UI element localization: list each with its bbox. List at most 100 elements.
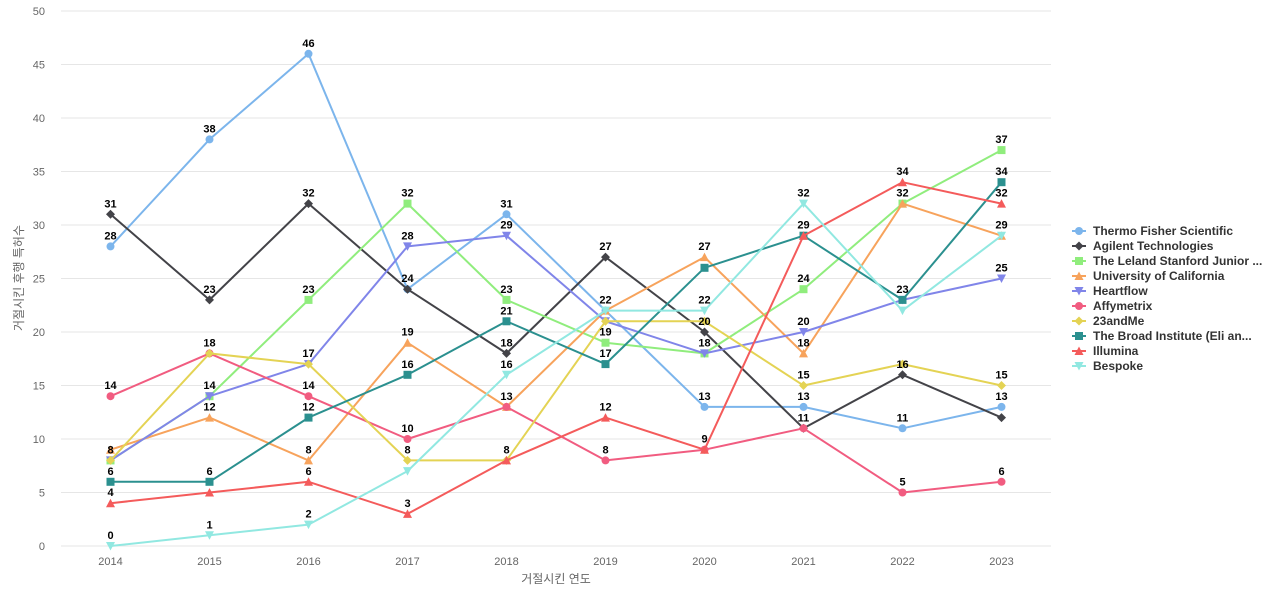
series-line-university-of-california[interactable] — [110, 202, 1002, 462]
data-point-university-of-california[interactable] — [106, 445, 115, 454]
data-point-the-broad-institute-eli-an[interactable] — [997, 178, 1006, 187]
data-point-the-broad-institute-eli-an[interactable] — [700, 263, 709, 272]
data-point-heartflow[interactable] — [700, 349, 709, 358]
data-point-affymetrix[interactable] — [403, 435, 412, 443]
data-point-bespoke[interactable] — [502, 370, 511, 380]
data-point-agilent-technologies[interactable] — [403, 284, 412, 294]
series-line-agilent-technologies[interactable] — [109, 202, 1002, 430]
data-point-illumina[interactable] — [502, 455, 511, 465]
data-point-bespoke[interactable] — [403, 467, 412, 476]
legend-item-bespoke[interactable]: Bespoke — [1072, 359, 1143, 373]
data-point-illumina[interactable] — [997, 199, 1006, 208]
data-point-affymetrix[interactable] — [898, 488, 907, 497]
data-point-bespoke[interactable] — [898, 306, 907, 316]
series-line-illumina[interactable] — [110, 181, 1002, 515]
data-point-heartflow[interactable] — [403, 242, 412, 251]
data-point-agilent-technologies[interactable] — [304, 199, 313, 209]
series-line-affymetrix[interactable] — [110, 352, 1002, 494]
data-point-thermo-fisher-scientific[interactable] — [799, 402, 808, 411]
data-point-bespoke[interactable] — [700, 306, 709, 316]
data-point-the-leland-stanford-junior[interactable] — [601, 338, 610, 347]
data-point-affymetrix[interactable] — [502, 402, 511, 411]
data-point-bespoke[interactable] — [106, 542, 115, 551]
legend-item-affymetrix[interactable]: Affymetrix — [1072, 299, 1153, 313]
data-point-heartflow[interactable] — [502, 231, 511, 241]
series-line-the-leland-stanford-junior[interactable] — [109, 149, 1002, 462]
data-point-23andme[interactable] — [106, 455, 115, 465]
data-point-agilent-technologies[interactable] — [700, 327, 709, 337]
data-point-illumina[interactable] — [403, 509, 412, 518]
legend-item-the-broad-institute-eli-an[interactable]: The Broad Institute (Eli an... — [1072, 329, 1252, 343]
data-point-agilent-technologies[interactable] — [502, 348, 511, 358]
data-point-agilent-technologies[interactable] — [997, 413, 1006, 423]
data-point-the-broad-institute-eli-an[interactable] — [106, 477, 115, 486]
data-point-bespoke[interactable] — [601, 306, 610, 316]
data-point-23andme[interactable] — [205, 348, 214, 358]
data-point-affymetrix[interactable] — [106, 392, 115, 401]
data-point-illumina[interactable] — [304, 477, 313, 486]
data-point-thermo-fisher-scientific[interactable] — [205, 135, 214, 144]
data-point-illumina[interactable] — [898, 177, 907, 187]
legend-item-illumina[interactable]: Illumina — [1072, 344, 1139, 358]
data-point-affymetrix[interactable] — [601, 456, 610, 465]
data-point-the-leland-stanford-junior[interactable] — [502, 295, 511, 304]
data-point-affymetrix[interactable] — [304, 392, 313, 401]
data-point-illumina[interactable] — [106, 498, 115, 508]
data-point-23andme[interactable] — [304, 359, 313, 369]
data-point-agilent-technologies[interactable] — [205, 295, 214, 305]
data-point-the-leland-stanford-junior[interactable] — [304, 295, 313, 304]
data-point-the-broad-institute-eli-an[interactable] — [403, 370, 412, 379]
data-point-the-leland-stanford-junior[interactable] — [997, 146, 1006, 155]
data-point-thermo-fisher-scientific[interactable] — [898, 424, 907, 433]
data-point-agilent-technologies[interactable] — [601, 252, 610, 262]
data-point-heartflow[interactable] — [799, 328, 808, 337]
legend-item-the-leland-stanford-junior[interactable]: The Leland Stanford Junior ... — [1072, 254, 1262, 268]
data-point-university-of-california[interactable] — [700, 252, 709, 262]
data-point-23andme[interactable] — [799, 381, 808, 390]
data-point-23andme[interactable] — [700, 316, 709, 326]
series-line-23andme[interactable] — [109, 320, 1002, 462]
data-point-illumina[interactable] — [601, 413, 610, 422]
series-line-thermo-fisher-scientific[interactable] — [109, 52, 1002, 430]
data-point-illumina[interactable] — [700, 445, 709, 454]
series-line-heartflow[interactable] — [109, 234, 1002, 462]
legend-item-thermo-fisher-scientific[interactable]: Thermo Fisher Scientific — [1072, 224, 1233, 238]
data-point-23andme[interactable] — [997, 381, 1006, 390]
data-point-bespoke[interactable] — [997, 231, 1006, 241]
legend-item-23andme[interactable]: 23andMe — [1072, 314, 1145, 328]
data-point-thermo-fisher-scientific[interactable] — [304, 49, 313, 58]
data-point-23andme[interactable] — [403, 455, 412, 465]
data-point-illumina[interactable] — [205, 488, 214, 497]
data-point-bespoke[interactable] — [205, 531, 214, 540]
data-point-agilent-technologies[interactable] — [106, 209, 115, 219]
data-point-the-broad-institute-eli-an[interactable] — [304, 413, 313, 422]
legend-item-heartflow[interactable]: Heartflow — [1072, 284, 1148, 298]
legend-item-agilent-technologies[interactable]: Agilent Technologies — [1072, 239, 1214, 253]
data-point-illumina[interactable] — [799, 231, 808, 240]
data-point-heartflow[interactable] — [997, 274, 1006, 284]
data-point-affymetrix[interactable] — [997, 477, 1006, 486]
data-point-bespoke[interactable] — [304, 520, 313, 530]
data-point-the-leland-stanford-junior[interactable] — [403, 199, 412, 208]
series-line-bespoke[interactable] — [110, 202, 1003, 547]
data-point-university-of-california[interactable] — [304, 455, 313, 465]
data-point-university-of-california[interactable] — [898, 199, 907, 208]
data-point-the-leland-stanford-junior[interactable] — [799, 285, 808, 294]
data-point-affymetrix[interactable] — [799, 424, 808, 433]
data-point-thermo-fisher-scientific[interactable] — [997, 402, 1006, 411]
data-point-university-of-california[interactable] — [799, 348, 808, 358]
data-point-university-of-california[interactable] — [403, 338, 412, 347]
legend-item-university-of-california[interactable]: University of California — [1072, 269, 1225, 283]
data-point-bespoke[interactable] — [799, 199, 808, 209]
data-point-thermo-fisher-scientific[interactable] — [700, 402, 709, 411]
data-point-23andme[interactable] — [601, 316, 610, 326]
data-point-agilent-technologies[interactable] — [898, 370, 907, 380]
data-point-the-broad-institute-eli-an[interactable] — [601, 360, 610, 369]
data-point-the-broad-institute-eli-an[interactable] — [502, 317, 511, 326]
data-point-heartflow[interactable] — [205, 392, 214, 401]
data-point-university-of-california[interactable] — [205, 413, 214, 422]
data-point-thermo-fisher-scientific[interactable] — [502, 210, 511, 219]
data-point-thermo-fisher-scientific[interactable] — [106, 242, 115, 251]
data-point-the-broad-institute-eli-an[interactable] — [898, 295, 907, 304]
data-point-23andme[interactable] — [898, 359, 907, 369]
